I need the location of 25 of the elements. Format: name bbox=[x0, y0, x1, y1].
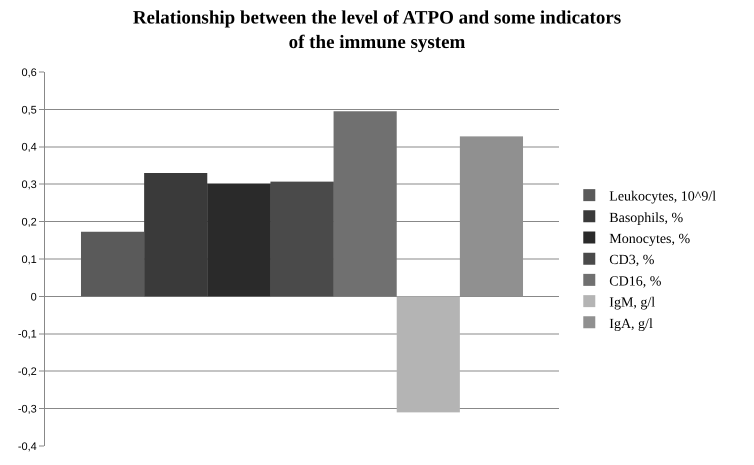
y-tick-label: -0,2 bbox=[18, 366, 37, 378]
y-tick-label: 0,2 bbox=[22, 216, 37, 228]
y-tick-label: 0,1 bbox=[22, 254, 37, 266]
legend-label: Basophils, % bbox=[609, 210, 684, 226]
legend-label: CD3, % bbox=[609, 253, 655, 268]
y-tick-label: 0,5 bbox=[22, 104, 37, 116]
y-tick-label: 0 bbox=[30, 291, 37, 304]
y-tick-label: 0,3 bbox=[22, 179, 37, 192]
legend-label: CD16, % bbox=[609, 274, 662, 290]
y-tick-label: -0,3 bbox=[18, 403, 37, 416]
bar bbox=[334, 111, 397, 296]
bar bbox=[144, 172, 208, 296]
bar bbox=[80, 232, 144, 296]
bar bbox=[207, 183, 270, 296]
bar bbox=[270, 182, 334, 296]
legend-label: Monocytes, % bbox=[609, 232, 690, 247]
y-tick-label: -0,1 bbox=[18, 328, 37, 341]
bar bbox=[396, 296, 460, 412]
legend-label: IgA, g/l bbox=[609, 316, 653, 332]
y-tick-label: -0,4 bbox=[18, 440, 37, 453]
y-tick-label: 0,6 bbox=[22, 66, 37, 79]
y-tick-label: 0,4 bbox=[22, 142, 37, 154]
legend-label: Leukocytes, 10^9/l bbox=[609, 190, 716, 205]
chart-title: Relationship between the level of ATPO and some indicators of the immune system bbox=[132, 7, 622, 53]
legend-label: IgM, g/l bbox=[609, 296, 656, 311]
